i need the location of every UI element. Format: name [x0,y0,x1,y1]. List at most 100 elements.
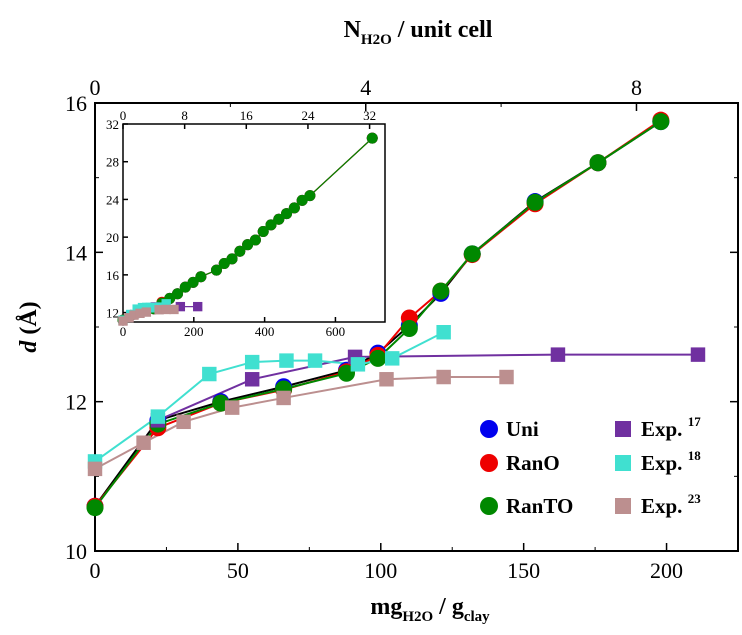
main-y-tick-label: 10 [65,539,87,564]
inset-x-tick-label: 400 [255,324,275,339]
inset-point-exp17 [175,301,186,312]
main-x-tick-label: 0 [90,558,101,583]
legend-label: RanO [506,451,560,475]
legend: Uni RanO RanTO Exp. 17 Exp. 18 Exp. 23 [480,414,701,518]
legend-label: Uni [506,417,539,441]
y-axis-title: d (Å) [16,301,42,352]
main-x2-tick-label: 0 [90,75,101,100]
main-point-ranto [652,113,670,131]
legend-marker [615,498,631,514]
inset-point-ranto [304,190,316,202]
inset-point-ranto [366,132,378,144]
inset-point-exp23 [161,304,171,315]
main-point-exp18 [150,409,166,424]
inset-point-ranto [257,225,269,237]
inset-point-ranto [187,276,199,288]
main-point-exp23 [379,372,394,387]
main-point-exp18 [384,351,400,366]
inset-point-ranto [288,202,300,214]
inset-point-ranto [195,271,207,283]
inset-y-tick-label: 32 [106,117,119,132]
main-point-exp17 [550,347,566,362]
main-point-ranto [369,349,387,367]
inset-y-tick-label: 20 [106,230,119,245]
main-point-ranto [432,282,450,300]
inset-point-exp23 [141,307,152,317]
x-axis-title: mgH2O / gclay [370,594,490,625]
legend-label: Exp. 17 [641,414,701,441]
inset-point-exp17 [193,301,203,312]
main-point-exp23 [436,369,451,385]
main-point-exp23 [87,461,103,477]
inset-series-marks [117,132,378,326]
inset-point-ranto [172,288,184,300]
inset-point-exp18 [145,302,155,313]
inset-point-exp23 [129,310,139,320]
inset-x-tick-label: 0 [120,324,127,339]
inset-point-exp23 [124,313,134,323]
inset-frame [122,123,386,323]
inset-point-exp23 [154,305,164,315]
main-y-tick-label: 12 [65,390,87,415]
main-x-tick-label: 150 [507,558,540,583]
inset-point-ranto [273,213,285,225]
inset-x2-tick-label: 8 [181,108,188,123]
inset-y-tick-label: 28 [106,155,119,170]
inset-point-ranto [249,234,261,246]
main-point-exp23 [176,414,191,430]
inset-point-ranto [226,253,238,265]
main-point-exp23 [136,435,151,450]
main-point-exp23 [224,400,240,415]
x2-axis-title: NH2O / unit cell [344,17,493,48]
main-x-tick-label: 50 [227,558,249,583]
legend-marker [615,455,631,471]
inset-x2-tick-label: 0 [120,108,127,123]
legend-marker [480,420,498,438]
main-point-exp18 [202,366,217,382]
inset-y-tick-label: 16 [106,268,120,283]
inset-x2-tick-label: 24 [301,108,315,123]
legend-label: Exp. 18 [641,448,701,475]
main-point-ranto [589,154,607,172]
inset-x2-tick-label: 16 [240,108,254,123]
main-point-exp18 [350,357,366,372]
inset-point-ranto [281,208,293,220]
legend-label: Exp. 23 [641,491,701,518]
main-x-tick-label: 100 [364,558,397,583]
main-point-ranto [400,319,418,337]
inset-x-tick-label: 200 [184,324,204,339]
main-point-exp18 [244,354,260,370]
main-series-lines [94,119,698,509]
inset-point-ranto [234,245,246,257]
main-point-ranto [86,499,104,517]
main-point-exp23 [276,390,291,406]
legend-marker [615,421,631,437]
main-point-exp18 [307,353,323,368]
main-point-exp17 [690,347,706,362]
inset-point-exp23 [135,308,145,319]
main-point-exp23 [499,369,514,385]
inset-y-tick-label: 12 [106,306,119,321]
main-y-tick-label: 14 [65,240,87,265]
main-point-exp17 [244,372,260,387]
legend-marker [480,497,498,515]
main-x2-tick-label: 4 [360,75,371,100]
main-line-ranto [94,120,662,509]
main-point-ranto [526,193,544,211]
main-x-tick-label: 200 [650,558,683,583]
main-point-exp18 [279,353,294,368]
legend-label: RanTO [506,494,573,518]
inset-point-exp18 [161,299,171,309]
inset-x-tick-label: 600 [326,324,346,339]
legend-marker [480,454,498,472]
inset-point-ranto [265,219,277,231]
main-series-marks [86,111,706,517]
inset-y-tick-label: 24 [106,192,120,207]
inset-x2-tick-label: 32 [363,108,376,123]
main-x2-tick-label: 8 [631,75,642,100]
inset-point-exp23 [169,304,179,315]
main-point-ranto [463,245,481,263]
